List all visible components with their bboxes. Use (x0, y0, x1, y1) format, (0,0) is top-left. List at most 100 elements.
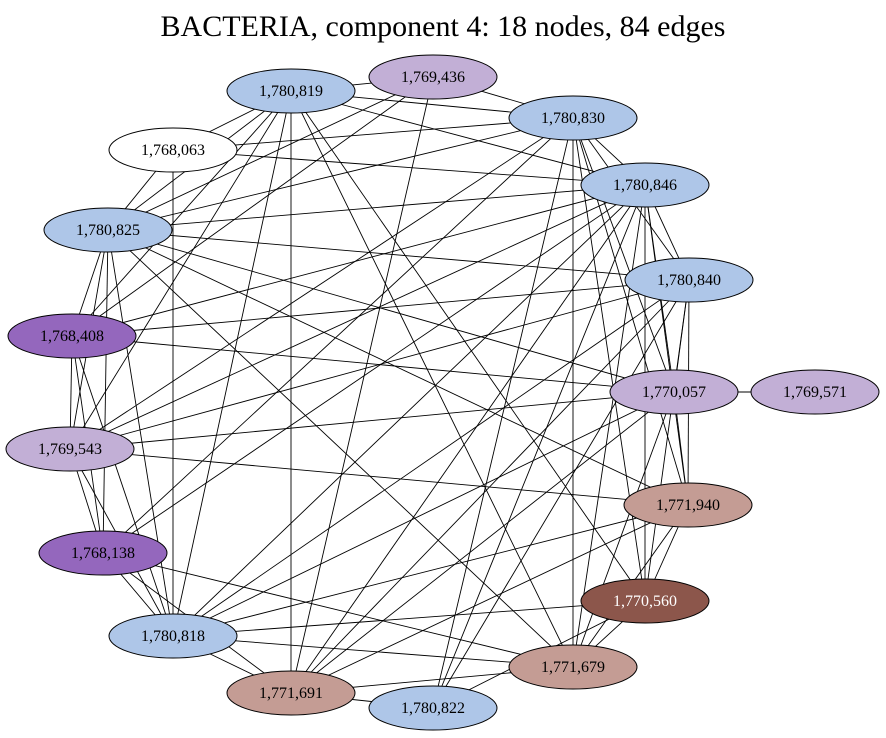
node-ellipse (580, 162, 710, 208)
edge (71, 335, 174, 637)
edge (290, 90, 646, 186)
node-label: 1,780,825 (76, 222, 140, 239)
node-label: 1,780,818 (141, 628, 205, 645)
node-n780819[interactable]: 1,780,819 (226, 68, 356, 114)
edge (644, 184, 689, 506)
graph-title: BACTERIA, component 4: 18 nodes, 84 edge… (160, 10, 726, 43)
node-label: 1,769,543 (38, 441, 102, 458)
edge (107, 229, 690, 281)
edge (572, 117, 646, 602)
edge (290, 184, 646, 694)
edge (172, 149, 646, 186)
node-ellipse (7, 313, 137, 359)
edge (172, 504, 689, 637)
edge (102, 552, 574, 668)
edge (172, 90, 292, 637)
edge (102, 229, 109, 554)
edge (432, 184, 646, 709)
node-ellipse (624, 257, 754, 303)
node-ellipse (368, 54, 498, 100)
edge (107, 229, 574, 668)
node-n768408[interactable]: 1,768,408 (7, 313, 137, 359)
edge (107, 117, 574, 231)
node-n780830[interactable]: 1,780,830 (508, 95, 638, 141)
edge (432, 117, 574, 709)
node-n780846[interactable]: 1,780,846 (580, 162, 710, 208)
node-ellipse (508, 95, 638, 141)
node-n768138[interactable]: 1,768,138 (38, 530, 168, 576)
node-label: 1,780,840 (657, 272, 721, 289)
node-n780840[interactable]: 1,780,840 (624, 257, 754, 303)
node-n768063[interactable]: 1,768,063 (108, 127, 238, 173)
edge (172, 279, 690, 637)
edge (69, 90, 292, 450)
node-label: 1,771,691 (259, 685, 323, 702)
node-ellipse (580, 578, 710, 624)
node-ellipse (108, 127, 238, 173)
edge (71, 184, 646, 337)
edge (644, 279, 690, 602)
edge (290, 391, 675, 694)
edge (290, 279, 690, 694)
node-n770057[interactable]: 1,770,057 (609, 369, 739, 415)
node-ellipse (43, 207, 173, 253)
node-label: 1,780,819 (259, 83, 323, 100)
node-label: 1,770,057 (642, 384, 706, 401)
node-label: 1,769,436 (401, 69, 465, 86)
edge (290, 504, 689, 694)
node-label: 1,770,560 (613, 593, 677, 610)
node-label: 1,768,063 (141, 142, 205, 159)
edge (102, 117, 574, 554)
node-n780825[interactable]: 1,780,825 (43, 207, 173, 253)
edge (572, 184, 646, 668)
edge (69, 184, 646, 450)
node-label: 1,780,846 (613, 177, 677, 194)
edge (107, 184, 646, 231)
node-label: 1,771,679 (541, 659, 605, 676)
node-label: 1,769,571 (783, 384, 847, 401)
edge (69, 391, 675, 450)
edge (172, 391, 675, 637)
node-label: 1,768,408 (40, 328, 104, 345)
node-ellipse (226, 68, 356, 114)
node-n769543[interactable]: 1,769,543 (5, 426, 135, 472)
node-n771691[interactable]: 1,771,691 (226, 670, 356, 716)
edge (107, 76, 434, 231)
edge (172, 184, 646, 637)
node-ellipse (368, 685, 498, 731)
node-n769436[interactable]: 1,769,436 (368, 54, 498, 100)
node-n780818[interactable]: 1,780,818 (108, 613, 238, 659)
node-ellipse (38, 530, 168, 576)
edge (71, 76, 434, 337)
edge (572, 391, 675, 668)
edge (71, 335, 675, 393)
edge (290, 76, 434, 694)
nodes-layer: 1,780,819 1,769,436 1,780,830 1,768,063 1,78… (5, 54, 880, 731)
node-n771679[interactable]: 1,771,679 (508, 644, 638, 690)
node-n769571[interactable]: 1,769,571 (750, 369, 880, 415)
node-ellipse (609, 369, 739, 415)
edge (71, 90, 292, 337)
edge (432, 279, 690, 709)
edge (71, 279, 690, 337)
edge (102, 184, 646, 554)
node-n770560[interactable]: 1,770,560 (580, 578, 710, 624)
node-label: 1,780,830 (541, 110, 605, 127)
edge (290, 90, 646, 602)
node-label: 1,771,940 (656, 497, 720, 514)
node-ellipse (508, 644, 638, 690)
edge (172, 635, 574, 668)
node-ellipse (5, 426, 135, 472)
edge (107, 229, 174, 637)
node-ellipse (750, 369, 880, 415)
edge (69, 448, 689, 506)
node-label: 1,780,822 (401, 700, 465, 717)
node-label: 1,768,138 (71, 545, 135, 562)
edge (107, 229, 675, 393)
node-ellipse (623, 482, 753, 528)
node-n771940[interactable]: 1,771,940 (623, 482, 753, 528)
edge (572, 117, 675, 393)
edge (172, 600, 646, 637)
node-n780822[interactable]: 1,780,822 (368, 685, 498, 731)
